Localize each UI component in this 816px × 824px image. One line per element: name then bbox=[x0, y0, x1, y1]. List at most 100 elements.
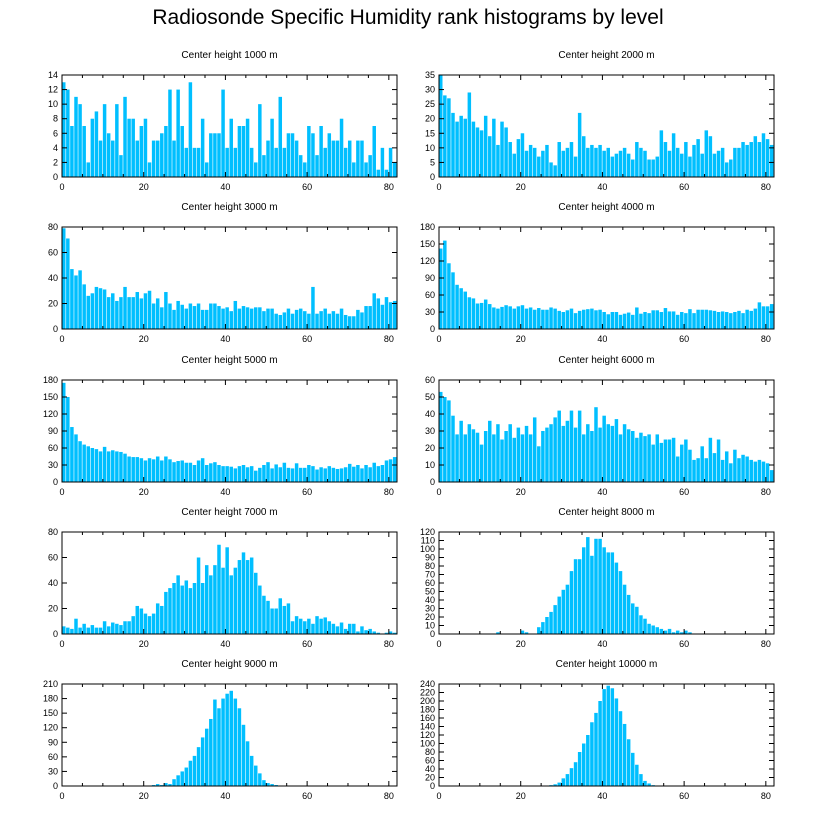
histogram-bar bbox=[586, 537, 590, 634]
histogram-bar bbox=[626, 429, 631, 482]
histogram-bar bbox=[135, 292, 140, 329]
histogram-bar bbox=[245, 467, 250, 482]
x-tick-label: 0 bbox=[436, 791, 441, 801]
x-tick-label: 40 bbox=[220, 182, 230, 192]
histogram-bar bbox=[331, 467, 336, 482]
histogram-bar bbox=[384, 460, 389, 482]
histogram-bar bbox=[667, 628, 672, 634]
histogram-bar bbox=[716, 312, 721, 329]
x-tick-label: 60 bbox=[679, 639, 689, 649]
histogram-bar bbox=[720, 147, 725, 177]
x-tick-label: 60 bbox=[679, 334, 689, 344]
histogram-bar bbox=[729, 313, 733, 329]
histogram-bar bbox=[258, 773, 262, 786]
histogram-bar bbox=[196, 147, 201, 177]
histogram-bar bbox=[229, 466, 233, 482]
histogram-bar bbox=[180, 126, 184, 177]
y-tick-label: 160 bbox=[420, 713, 435, 723]
histogram-bar bbox=[684, 142, 688, 177]
x-tick-label: 60 bbox=[302, 487, 312, 497]
histogram-bar bbox=[528, 307, 533, 329]
histogram-bar bbox=[303, 311, 307, 329]
histogram-bar bbox=[504, 305, 508, 329]
histogram-bar bbox=[671, 437, 676, 482]
histogram-bar bbox=[249, 755, 254, 786]
histogram-bar bbox=[343, 467, 348, 482]
histogram-bar bbox=[384, 169, 389, 177]
histogram-bar bbox=[659, 312, 664, 329]
panel-title: Center height 1000 m bbox=[181, 50, 277, 61]
histogram-bar bbox=[168, 303, 172, 329]
histogram-bar bbox=[631, 752, 635, 786]
histogram-bar bbox=[106, 133, 111, 177]
histogram-bar bbox=[123, 453, 127, 482]
histogram-bar bbox=[471, 121, 476, 177]
histogram-bar bbox=[479, 444, 484, 482]
histogram-bar bbox=[598, 144, 602, 177]
y-tick-label: 60 bbox=[425, 375, 435, 385]
histogram-bar bbox=[384, 632, 389, 634]
histogram-bar bbox=[635, 142, 639, 177]
x-tick-label: 0 bbox=[59, 182, 64, 192]
histogram-bar bbox=[692, 144, 696, 177]
histogram-bar bbox=[200, 309, 205, 329]
histogram-bar bbox=[270, 468, 274, 482]
histogram-bar bbox=[659, 442, 664, 482]
histogram-bar bbox=[647, 783, 651, 786]
histogram-bar bbox=[712, 310, 717, 329]
histogram-bar bbox=[712, 153, 717, 177]
histogram-bar bbox=[266, 783, 270, 786]
histogram-bar bbox=[66, 627, 70, 634]
histogram-bar bbox=[606, 552, 610, 634]
histogram-bar bbox=[520, 434, 525, 482]
histogram-bar bbox=[323, 308, 327, 329]
y-tick-label: 150 bbox=[43, 708, 58, 718]
histogram-bar bbox=[704, 309, 709, 329]
histogram-bar bbox=[516, 427, 521, 482]
histogram-bar bbox=[622, 723, 627, 786]
histogram-bar bbox=[335, 626, 340, 634]
x-tick-label: 80 bbox=[384, 639, 394, 649]
y-tick-label: 210 bbox=[43, 679, 58, 689]
y-tick-label: 70 bbox=[425, 570, 435, 580]
histogram-bar bbox=[164, 456, 168, 482]
histogram-bar bbox=[352, 466, 356, 482]
x-tick-label: 80 bbox=[384, 487, 394, 497]
histogram-bar bbox=[557, 410, 561, 482]
histogram-bar bbox=[241, 465, 246, 482]
histogram-bar bbox=[180, 304, 184, 329]
histogram-bar bbox=[586, 309, 590, 329]
histogram-bar bbox=[508, 306, 512, 329]
histogram-bar bbox=[545, 617, 549, 634]
panel-title: Center height 3000 m bbox=[181, 202, 277, 213]
x-tick-label: 40 bbox=[597, 487, 607, 497]
histogram-bar bbox=[278, 598, 283, 634]
histogram-bar bbox=[610, 688, 615, 786]
histogram-bar bbox=[757, 302, 762, 329]
histogram-bar bbox=[569, 768, 574, 786]
histogram-bar bbox=[618, 434, 623, 482]
x-tick-label: 40 bbox=[597, 334, 607, 344]
histogram-bar bbox=[139, 458, 144, 482]
histogram-bar bbox=[311, 466, 315, 482]
histogram-bar bbox=[643, 780, 647, 786]
histogram-bar bbox=[508, 424, 512, 482]
histogram-bar bbox=[78, 441, 82, 482]
histogram-bar bbox=[549, 162, 553, 177]
y-tick-label: 60 bbox=[48, 248, 58, 258]
y-tick-label: 25 bbox=[425, 99, 435, 109]
histogram-bar bbox=[459, 288, 463, 329]
histogram-bar bbox=[639, 432, 643, 482]
histogram-bar bbox=[319, 618, 323, 634]
histogram-bar bbox=[176, 461, 180, 482]
histogram-bar bbox=[553, 605, 557, 634]
histogram-bar bbox=[561, 589, 566, 634]
histogram-bar bbox=[278, 467, 283, 482]
histogram-panel-9: Center height 9000 m 0 20 40 60 80 0 30 60 90 120 1… bbox=[43, 659, 398, 801]
x-tick-label: 60 bbox=[302, 182, 312, 192]
histogram-bar bbox=[561, 312, 566, 329]
histogram-bar bbox=[455, 284, 459, 329]
histogram-bar bbox=[86, 446, 90, 482]
histogram-bar bbox=[311, 133, 315, 177]
y-tick-label: 0 bbox=[53, 781, 58, 791]
